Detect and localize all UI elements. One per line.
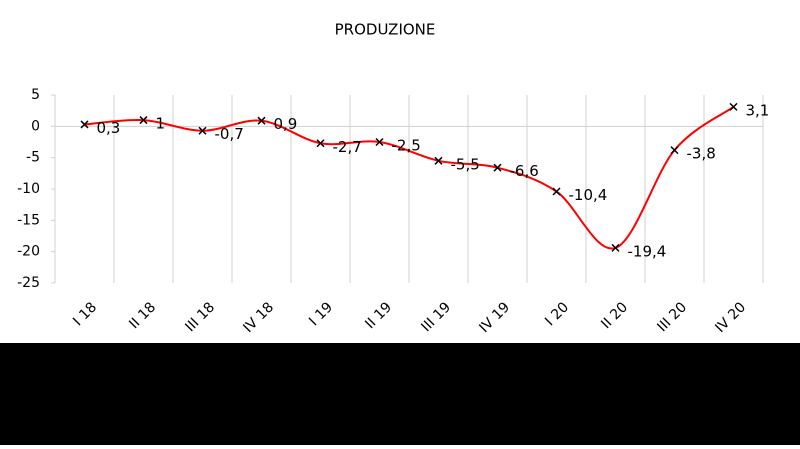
- marker: [139, 116, 148, 125]
- x-tick-label: II 19: [362, 299, 395, 332]
- marker: [670, 146, 679, 155]
- value-label: -2,7: [333, 138, 362, 156]
- value-label: -3,8: [687, 145, 716, 163]
- value-label: -0,7: [215, 125, 244, 143]
- marker: [316, 139, 325, 148]
- black-band: [0, 343, 800, 445]
- y-tick-label: 5: [31, 87, 40, 103]
- y-tick-label: -10: [17, 181, 40, 197]
- x-tick-label: IV 18: [240, 299, 277, 336]
- value-label: 0,9: [274, 115, 298, 133]
- value-label: -19,4: [628, 242, 667, 260]
- value-label: -10,4: [569, 186, 608, 204]
- marker: [611, 243, 620, 252]
- marker: [434, 156, 443, 165]
- y-tick-label: -20: [17, 244, 40, 260]
- chart-title: PRODUZIONE: [335, 21, 436, 39]
- marker: [375, 137, 384, 147]
- marker: [257, 116, 266, 125]
- y-tick-label: -5: [26, 150, 40, 166]
- marker: [493, 163, 502, 172]
- y-tick-label: -25: [17, 275, 40, 291]
- marker: [552, 187, 561, 196]
- value-label: -2,5: [392, 137, 421, 155]
- x-tick-label: III 18: [182, 299, 218, 335]
- x-tick-label: I 20: [542, 299, 572, 329]
- x-tick-label: I 19: [306, 299, 336, 329]
- x-tick-label: IV 19: [476, 299, 513, 336]
- y-tick-label: -15: [17, 212, 40, 228]
- marker: [80, 120, 89, 129]
- value-label: 1: [156, 115, 166, 133]
- value-label: -6,6: [510, 162, 539, 180]
- value-label: 3,1: [746, 101, 770, 119]
- x-tick-label: II 20: [598, 299, 631, 332]
- x-tick-label: II 18: [126, 299, 159, 332]
- x-tick-label: III 19: [418, 299, 454, 335]
- value-label: 0,3: [97, 119, 121, 137]
- marker: [198, 126, 207, 135]
- x-tick-label: III 20: [654, 299, 690, 335]
- value-label: -5,5: [451, 155, 480, 173]
- x-tick-label: IV 20: [712, 299, 749, 336]
- y-tick-label: 0: [31, 118, 40, 134]
- marker: [729, 102, 738, 111]
- x-tick-label: I 18: [70, 299, 100, 329]
